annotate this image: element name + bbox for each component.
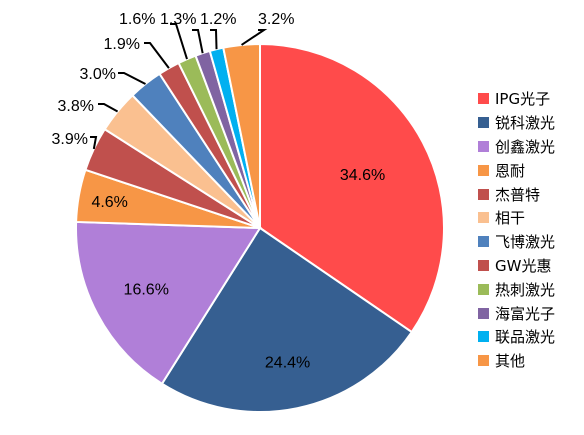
legend-swatch-8 [478, 259, 489, 271]
legend-swatch-9 [478, 283, 489, 295]
leader-line-10 [192, 29, 204, 54]
data-label-7: 3.0% [80, 66, 116, 83]
legend-swatch-4 [478, 164, 489, 176]
data-label-9: 1.6% [119, 11, 155, 28]
legend-swatch-12 [478, 355, 489, 367]
legend-item-9: 热刺激光 [478, 277, 555, 301]
legend-item-11: 联品激光 [478, 325, 555, 349]
leader-line-7 [118, 72, 146, 85]
data-label-11: 1.2% [200, 11, 236, 28]
legend-label-6: 相干 [495, 209, 526, 228]
legend-swatch-7 [478, 236, 489, 248]
legend-label-11: 联品激光 [495, 328, 556, 347]
leader-line-9 [170, 23, 188, 60]
data-label-10: 1.3% [160, 11, 196, 28]
data-label-6: 3.8% [58, 98, 94, 115]
legend-item-2: 锐科激光 [478, 111, 555, 135]
legend-label-8: GW光惠 [495, 256, 552, 275]
pie-slice-2 [160, 226, 414, 413]
legend-swatch-1 [478, 93, 489, 105]
legend-label-9: 热刺激光 [495, 280, 556, 299]
data-label-3: 16.6% [124, 281, 169, 298]
legend-label-3: 创鑫激光 [495, 137, 556, 156]
legend-swatch-3 [478, 140, 489, 152]
leader-line-11 [210, 29, 218, 50]
legend-item-6: 相干 [478, 206, 555, 230]
legend-item-12: 其他 [478, 349, 555, 373]
legend-item-10: 海富光子 [478, 301, 555, 325]
legend-item-4: 恩耐 [478, 158, 555, 182]
legend-swatch-2 [478, 117, 489, 129]
legend-swatch-11 [478, 331, 489, 343]
legend-label-4: 恩耐 [495, 161, 526, 180]
data-label-2: 24.4% [265, 354, 310, 371]
data-label-1: 34.6% [340, 167, 385, 184]
leader-line-6 [98, 103, 119, 113]
legend-item-5: 杰普特 [478, 182, 555, 206]
legend-label-5: 杰普特 [495, 185, 541, 204]
legend-label-2: 锐科激光 [495, 114, 556, 133]
legend-label-12: 其他 [495, 352, 526, 371]
leader-line-8 [144, 42, 170, 69]
legend: IPG光子锐科激光创鑫激光恩耐杰普特相干飞博激光 GW光惠热刺激光海富光子联品激光… [478, 87, 555, 373]
pie-slice-3 [75, 220, 262, 386]
pie-slice-1 [259, 42, 445, 334]
legend-item-1: IPG光子 [478, 87, 555, 111]
legend-label-7: 飞博激光 [495, 233, 556, 252]
legend-item-7: 飞博激光 [478, 230, 555, 254]
legend-label-1: IPG光子 [495, 90, 551, 109]
data-label-4: 4.6% [91, 194, 127, 211]
legend-item-3: 创鑫激光 [478, 135, 555, 159]
data-label-8: 1.9% [104, 36, 140, 53]
legend-swatch-5 [478, 188, 489, 200]
legend-swatch-10 [478, 307, 489, 319]
legend-item-8: GW光惠 [478, 254, 555, 278]
data-label-12: 3.2% [258, 11, 294, 28]
legend-swatch-6 [478, 212, 489, 224]
leader-line-12 [240, 29, 268, 46]
leader-line-5 [90, 136, 98, 150]
legend-label-10: 海富光子 [495, 304, 556, 323]
data-label-5: 3.9% [52, 131, 88, 148]
